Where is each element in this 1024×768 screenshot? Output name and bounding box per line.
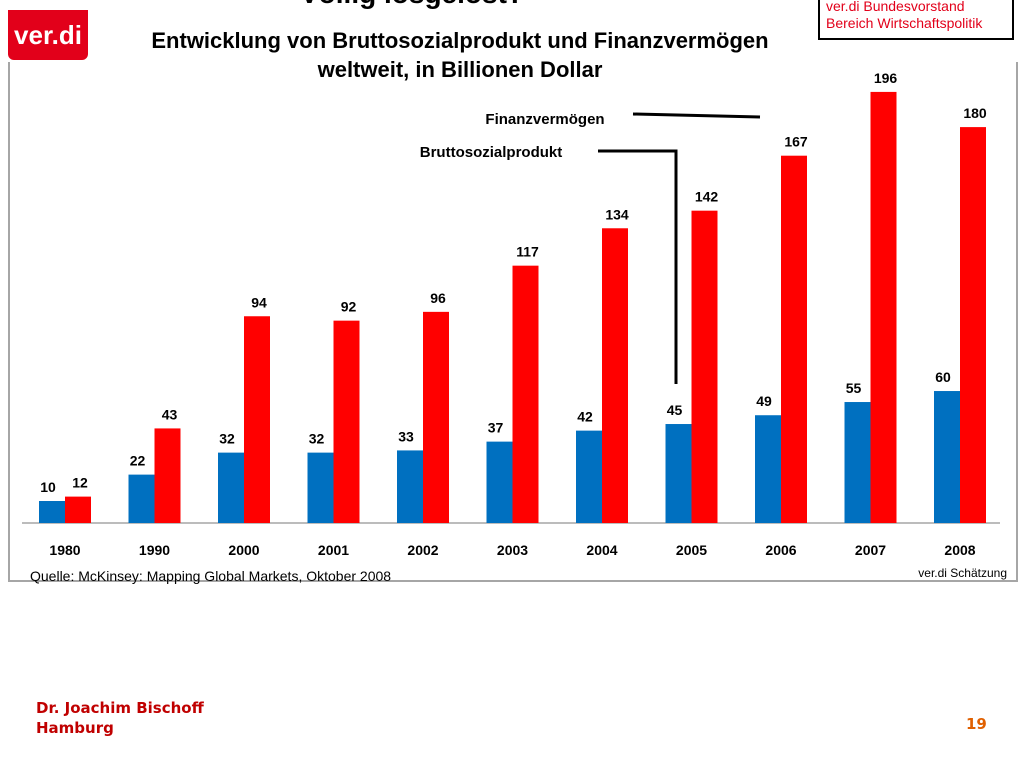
data-label-bsp-2008: 60 <box>935 369 951 385</box>
bar-bsp-2000 <box>218 452 244 523</box>
data-label-bsp-1980: 10 <box>40 479 56 495</box>
legend-label-finanzvermoegen: Finanzvermögen <box>485 111 604 128</box>
bar-fv-2006 <box>781 155 807 524</box>
page-title: Völlig losgelöst? <box>300 0 630 10</box>
data-label-bsp-1990: 22 <box>130 453 146 469</box>
x-tick-label-2008: 2008 <box>944 542 975 558</box>
bar-chart: 10 12 1980 22 43 1990 32 94 2000 32 92 2001 33 96 2002… <box>22 70 1007 584</box>
organization-box: ver.di Bundesvorstand Bereich Wirtschaft… <box>818 0 1014 40</box>
data-label-fv-1990: 43 <box>162 406 178 422</box>
data-label-fv-2007: 196 <box>874 70 898 86</box>
source-note: Quelle: McKinsey: Mapping Global Markets… <box>30 568 391 584</box>
bar-fv-2004 <box>602 228 628 524</box>
bar-fv-1980 <box>65 496 91 523</box>
bar-bsp-2005 <box>665 424 692 523</box>
bar-bsp-2004 <box>576 430 602 523</box>
leader-line-finanzvermoegen <box>632 112 761 119</box>
data-label-fv-2004: 134 <box>605 206 629 222</box>
x-tick-label-2003: 2003 <box>497 542 528 558</box>
x-tick-label-2004: 2004 <box>586 542 617 558</box>
x-tick-label-1980: 1980 <box>49 542 80 558</box>
bar-fv-2003 <box>512 265 539 523</box>
chart-subtitle-line1: Entwicklung von Bruttosozialprodukt und … <box>151 28 769 53</box>
x-tick-label-1990: 1990 <box>139 542 170 558</box>
author-city: Hamburg <box>36 719 114 737</box>
bar-fv-2008 <box>960 127 986 523</box>
bars-group: 10 12 1980 22 43 1990 32 94 2000 32 92 2001 33 96 2002… <box>39 70 987 558</box>
data-label-fv-2001: 92 <box>341 299 357 315</box>
legend-callouts: Finanzvermögen Bruttosozialprodukt <box>420 111 761 384</box>
data-label-fv-2003: 117 <box>516 244 539 260</box>
x-tick-label-2002: 2002 <box>407 542 438 558</box>
bar-fv-2002 <box>423 311 449 523</box>
x-tick-label-2007: 2007 <box>855 542 886 558</box>
estimate-note: ver.di Schätzung <box>918 566 1007 580</box>
data-label-bsp-2004: 42 <box>577 409 593 425</box>
bar-fv-1990 <box>154 428 181 523</box>
chart-subtitle-line2: weltweit, in Billionen Dollar <box>317 57 603 82</box>
organization-line1: ver.di Bundesvorstand <box>826 0 965 14</box>
data-label-fv-2008: 180 <box>963 105 987 121</box>
bar-fv-2005 <box>691 210 718 523</box>
bar-bsp-2007 <box>844 402 871 523</box>
data-label-bsp-2003: 37 <box>488 420 504 436</box>
x-tick-label-2005: 2005 <box>676 542 707 558</box>
data-label-bsp-2001: 32 <box>309 431 325 447</box>
bar-bsp-2001 <box>307 452 334 523</box>
bar-bsp-1990 <box>128 474 155 523</box>
bar-fv-2000 <box>244 316 270 523</box>
bar-bsp-1980 <box>39 501 65 523</box>
bar-fv-2007 <box>870 91 897 523</box>
page-number: 19 <box>966 715 987 733</box>
verdi-logo: ver.di <box>8 10 88 60</box>
data-label-fv-2006: 167 <box>784 134 808 150</box>
organization-line2: Bereich Wirtschaftspolitik <box>826 15 983 31</box>
leader-line-bruttosozialprodukt <box>598 149 678 384</box>
chart-frame <box>8 62 1018 582</box>
bar-bsp-2008 <box>934 391 960 523</box>
data-label-fv-2000: 94 <box>251 294 267 310</box>
bar-bsp-2002 <box>397 450 423 523</box>
bar-bsp-2006 <box>755 415 781 523</box>
x-tick-label-2001: 2001 <box>318 542 349 558</box>
bar-bsp-2003 <box>486 441 513 523</box>
data-label-fv-2005: 142 <box>695 189 719 205</box>
data-label-bsp-2005: 45 <box>667 402 683 418</box>
data-label-fv-1980: 12 <box>72 475 88 491</box>
footer-author: Dr. Joachim Bischoff Hamburg <box>36 698 204 738</box>
author-name: Dr. Joachim Bischoff <box>36 699 204 717</box>
logo-text: ver.di <box>14 19 82 50</box>
x-tick-label-2000: 2000 <box>228 542 259 558</box>
x-tick-label-2006: 2006 <box>765 542 796 558</box>
data-label-bsp-2007: 55 <box>846 380 862 396</box>
data-label-bsp-2000: 32 <box>219 431 235 447</box>
bar-fv-2001 <box>333 320 360 523</box>
data-label-bsp-2006: 49 <box>756 393 772 409</box>
data-label-bsp-2002: 33 <box>398 428 414 444</box>
legend-label-bruttosozialprodukt: Bruttosozialprodukt <box>420 144 563 161</box>
data-label-fv-2002: 96 <box>430 290 446 306</box>
chart-subtitle: Entwicklung von Bruttosozialprodukt und … <box>100 26 820 84</box>
